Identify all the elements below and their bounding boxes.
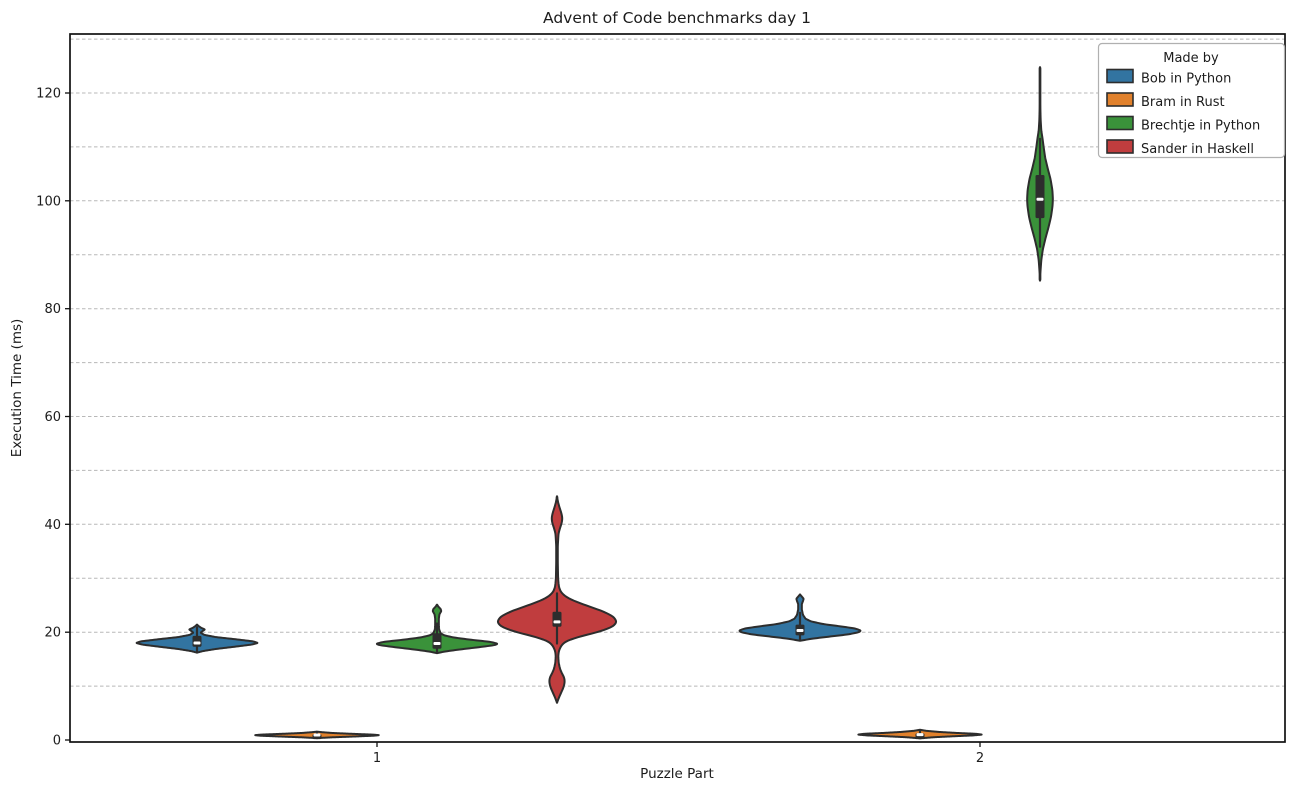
- median-marker: [796, 629, 804, 632]
- violin-bram-in-rust-part-2: [857, 728, 983, 740]
- legend-label-sander-in-haskell: Sander in Haskell: [1141, 142, 1254, 157]
- median-marker: [1036, 197, 1044, 201]
- y-tick-label-120: 120: [36, 87, 61, 102]
- legend-swatch-bob-in-python: [1106, 68, 1134, 84]
- y-tick-label-20: 20: [44, 626, 61, 641]
- median-marker: [553, 620, 561, 624]
- legend-title: Made by: [1163, 51, 1219, 66]
- median-marker: [193, 641, 201, 645]
- iqr-box: [1035, 175, 1045, 219]
- x-axis-label: Puzzle Part: [640, 766, 714, 782]
- y-tick-label-60: 60: [44, 410, 61, 425]
- iqr-box: [552, 611, 562, 627]
- legend-entry-bob-in-python: Bob in Python: [1106, 68, 1231, 87]
- violin-brechtje-in-python-part-2: [1026, 66, 1054, 282]
- y-tick-label-40: 40: [44, 518, 61, 533]
- legend-label-brechtje-in-python: Brechtje in Python: [1141, 119, 1260, 134]
- chart-title: Advent of Code benchmarks day 1: [543, 9, 811, 27]
- axes-frame: [69, 33, 1286, 743]
- legend-box: [1097, 42, 1286, 159]
- legend-label-bob-in-python: Bob in Python: [1141, 72, 1231, 87]
- y-tick-label-0: 0: [53, 734, 61, 749]
- median-marker: [916, 733, 924, 737]
- legend-swatch-sander-in-haskell: [1106, 139, 1134, 154]
- violin-bob-in-python-part-2: [738, 593, 862, 642]
- legend-swatch-bram-in-rust: [1106, 92, 1134, 107]
- gridlines: [70, 38, 1285, 687]
- legend-label-bram-in-rust: Bram in Rust: [1141, 95, 1225, 110]
- legend-entry-sander-in-haskell: Sander in Haskell: [1106, 139, 1254, 157]
- y-tick-label-100: 100: [36, 194, 61, 209]
- median-marker: [433, 642, 441, 645]
- x-tick-label-1: 1: [373, 751, 381, 766]
- y-axis-ticks: 0 20 40 60 80 100 120: [36, 87, 70, 749]
- legend: Made by Bob in Python Bram in Rust Brechtj…: [1097, 42, 1286, 159]
- x-tick-label-2: 2: [976, 751, 984, 766]
- iqr-box: [432, 633, 442, 649]
- y-tick-label-80: 80: [44, 302, 61, 317]
- legend-entry-brechtje-in-python: Brechtje in Python: [1106, 115, 1260, 134]
- legend-entries: Bob in Python Bram in Rust Brechtje in Pyt…: [1106, 68, 1260, 157]
- legend-swatch-brechtje-in-python: [1106, 115, 1134, 131]
- median-marker: [313, 733, 321, 737]
- violin-brechtje-in-python-part-1: [375, 603, 499, 655]
- violin-bob-in-python-part-1: [135, 623, 259, 654]
- iqr-box: [192, 635, 202, 647]
- violins: [135, 66, 1054, 740]
- legend-entry-bram-in-rust: Bram in Rust: [1106, 92, 1225, 110]
- violin-sander-in-haskell-part-1: [496, 495, 618, 704]
- y-axis-label: Execution Time (ms): [9, 319, 25, 458]
- violin-bram-in-rust-part-1: [254, 730, 380, 740]
